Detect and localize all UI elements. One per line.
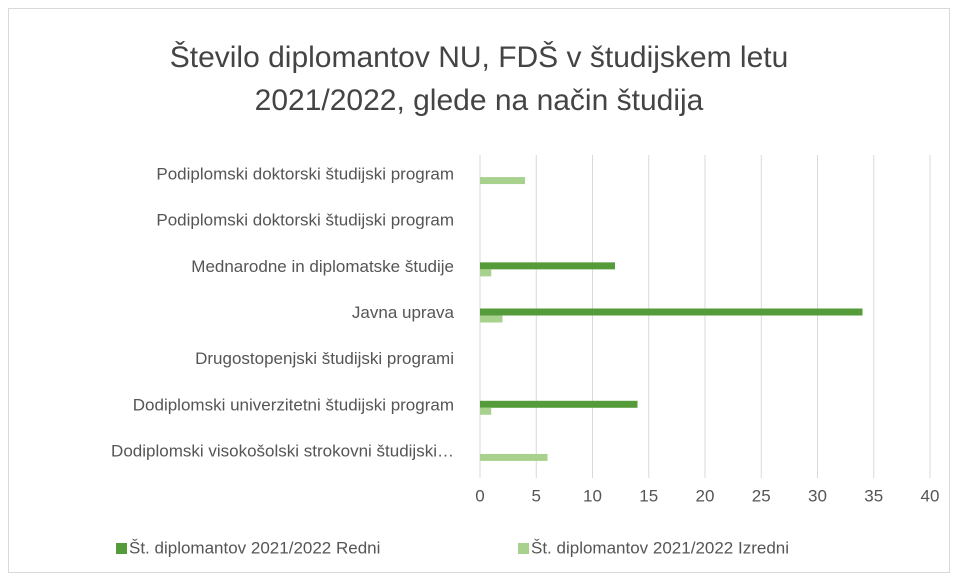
bar [480,262,615,270]
y-tick-label: Podiplomski doktorski študijski program [156,211,454,230]
legend-label: Št. diplomantov 2021/2022 Izredni [531,538,789,557]
bar [480,400,638,408]
x-tick-label: 30 [808,486,827,505]
x-tick-label: 20 [696,486,715,505]
bar [480,315,503,323]
bar [480,453,548,461]
x-tick-label: 10 [583,486,602,505]
chart-title: Število diplomantov NU, FDŠ v študijskem… [169,41,789,117]
x-tick-label: 5 [532,486,541,505]
y-tick-label: Drugostopenjski študijski programi [195,349,454,368]
x-tick-label: 15 [639,486,658,505]
y-tick-label: Mednarodne in diplomatske študije [191,257,454,276]
y-tick-label: Javna uprava [352,303,455,322]
x-tick-label: 0 [475,486,484,505]
y-tick-label: Dodiplomski univerzitetni študijski prog… [133,395,454,414]
bar [480,407,492,415]
legend-swatch [518,543,529,554]
y-tick-label: Dodiplomski visokošolski strokovni študi… [111,441,454,460]
legend-label: Št. diplomantov 2021/2022 Redni [129,538,380,557]
bar [480,177,525,185]
bar [480,269,492,277]
legend-swatch [116,543,127,554]
y-tick-label: Podiplomski doktorski študijski program [156,165,454,184]
x-tick-label: 25 [752,486,771,505]
x-tick-label: 40 [921,486,940,505]
x-tick-label: 35 [864,486,883,505]
bar [480,308,863,316]
chart-border [8,8,950,573]
